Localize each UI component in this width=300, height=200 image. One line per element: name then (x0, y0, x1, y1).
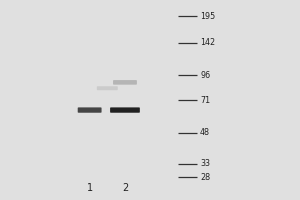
FancyBboxPatch shape (110, 107, 140, 113)
Text: 1: 1 (87, 183, 93, 193)
FancyBboxPatch shape (97, 86, 118, 90)
FancyBboxPatch shape (113, 80, 137, 85)
Text: 71: 71 (200, 96, 210, 105)
Text: 28: 28 (200, 173, 210, 182)
Text: 48: 48 (200, 128, 210, 137)
Text: 195: 195 (200, 12, 215, 21)
Text: 33: 33 (200, 159, 210, 168)
Text: 2: 2 (122, 183, 128, 193)
Text: 96: 96 (200, 71, 210, 80)
Text: 142: 142 (200, 38, 215, 47)
FancyBboxPatch shape (78, 107, 102, 113)
